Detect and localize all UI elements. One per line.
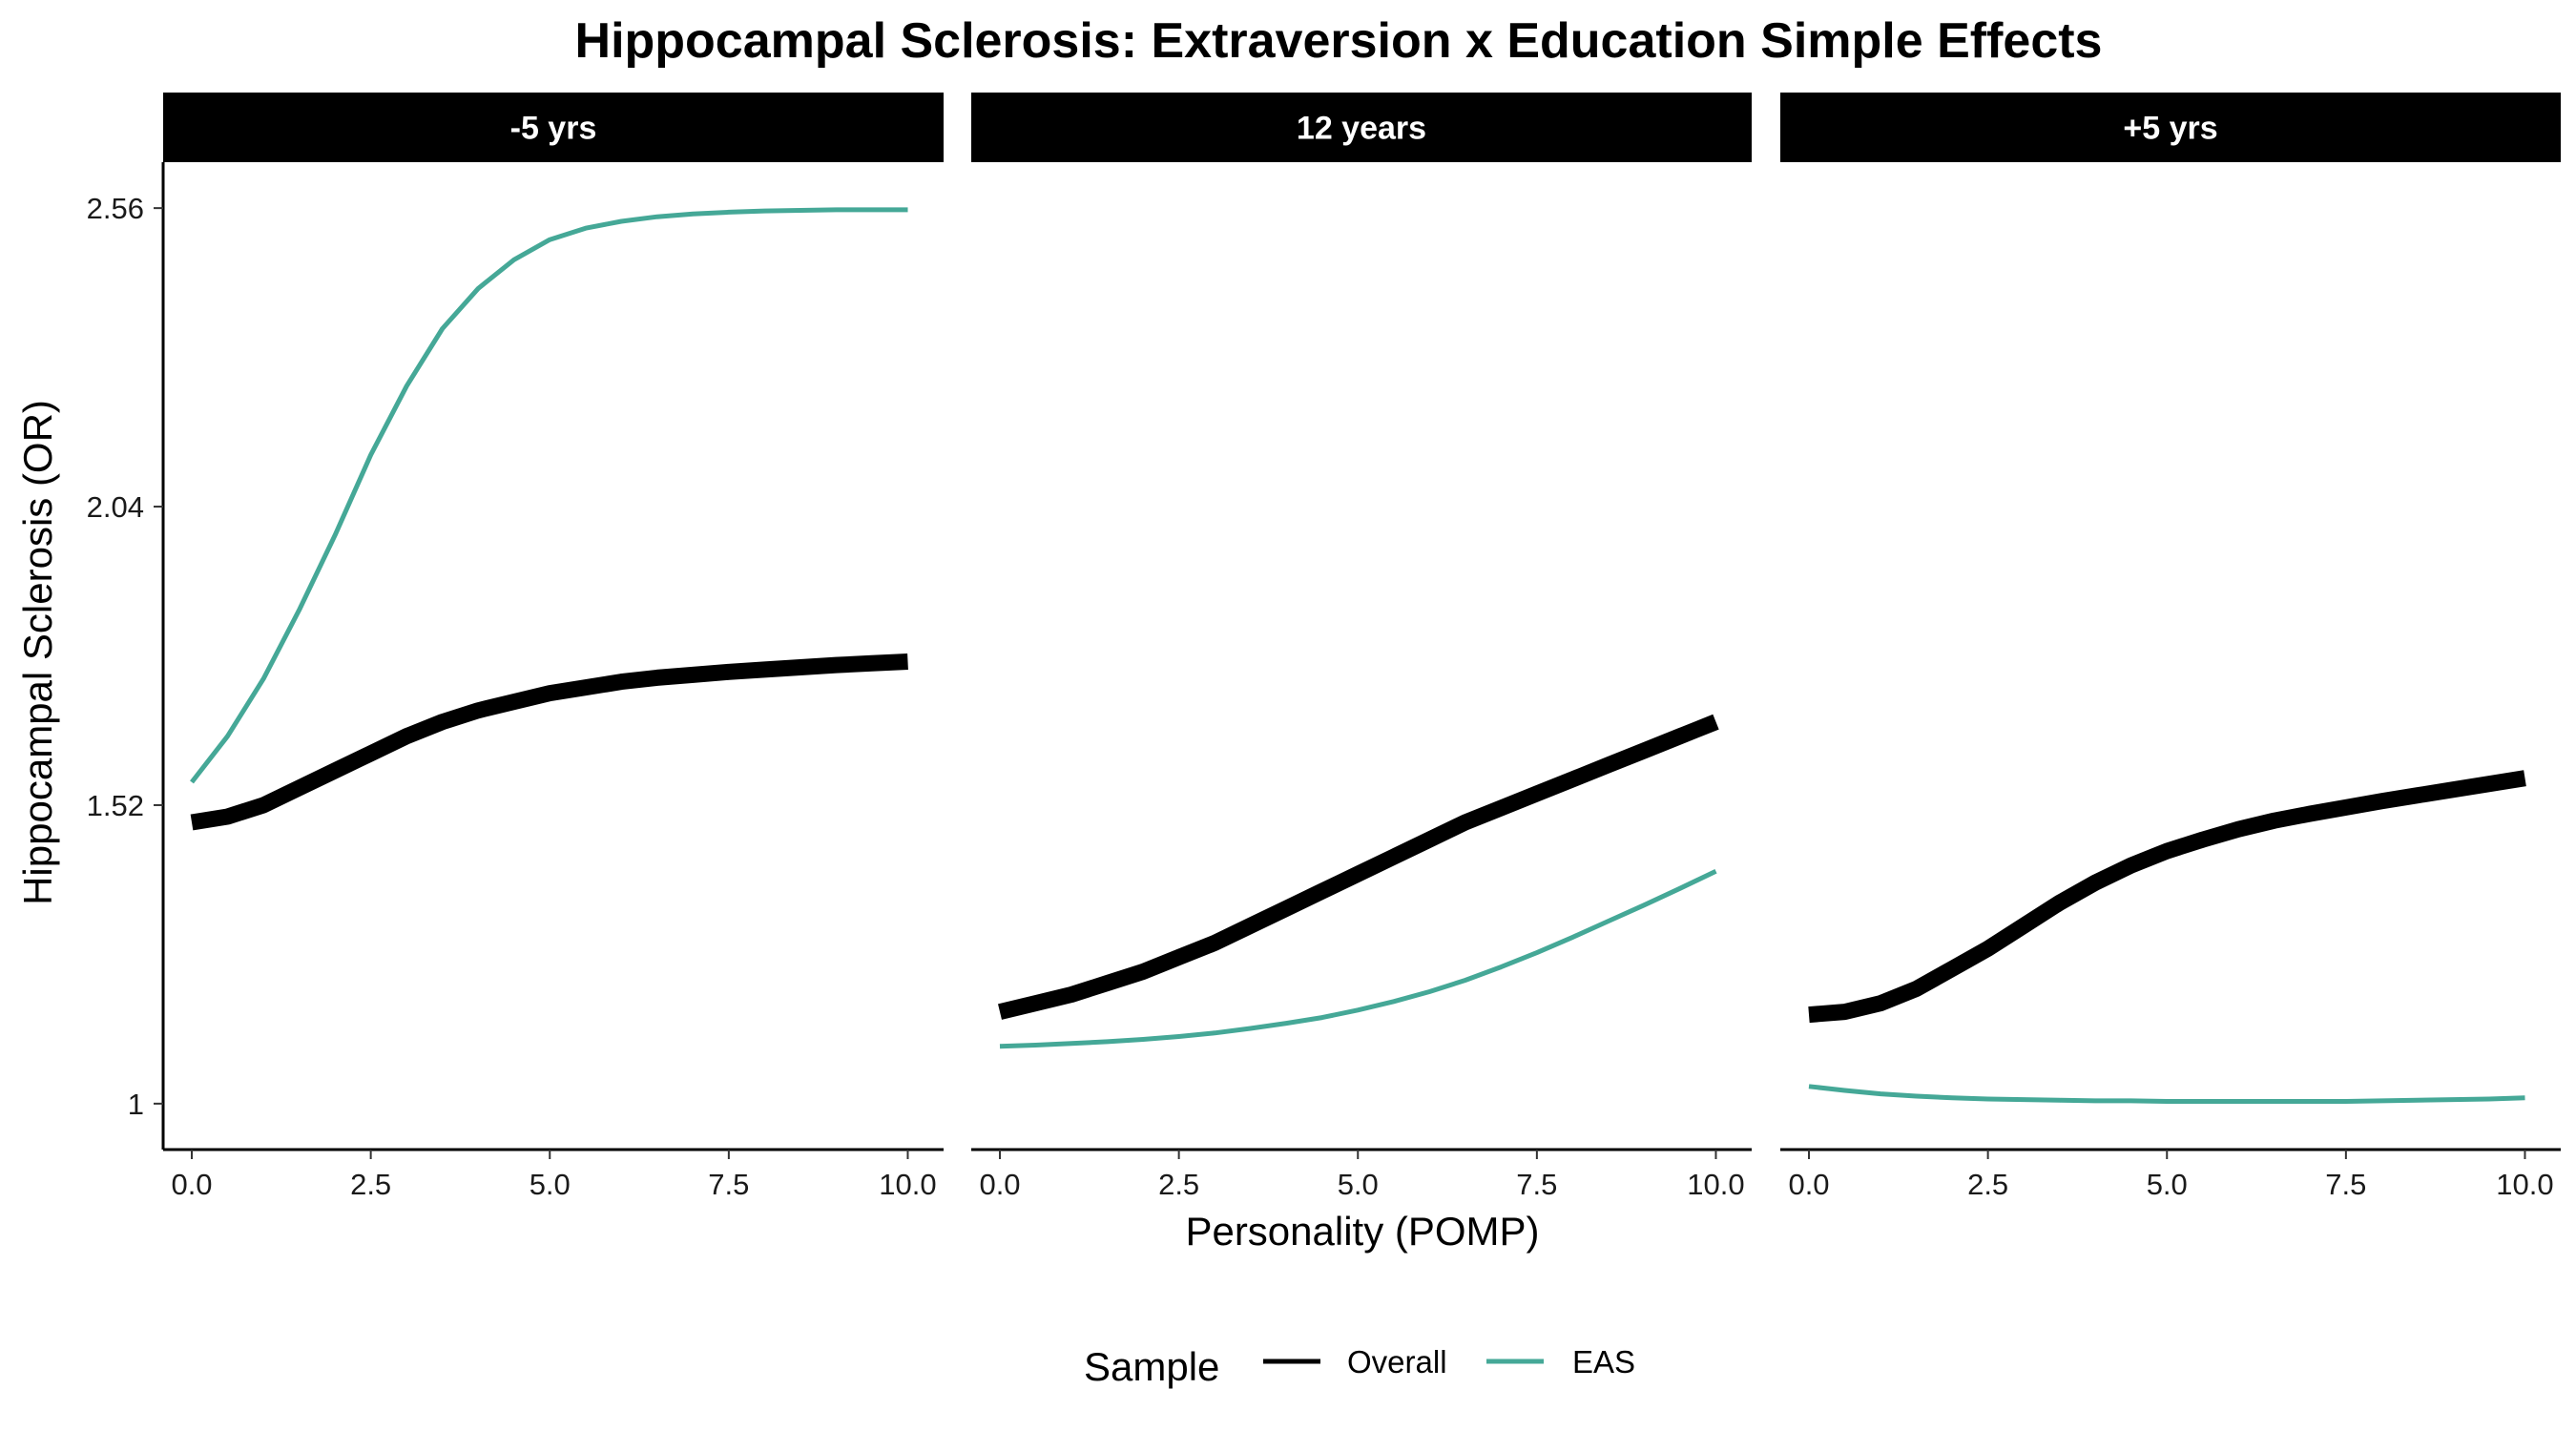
legend-label-eas: EAS <box>1572 1344 1635 1379</box>
panels: -5 yrs 0.0 2.5 5.0 7.5 10.0 1 1.52 2.04 2.56 12 ye… <box>87 93 2561 1201</box>
y-tick-label: 1.52 <box>87 789 144 822</box>
x-tick-label: 2.5 <box>350 1168 391 1201</box>
panel-0: -5 yrs 0.0 2.5 5.0 7.5 10.0 1 1.52 2.04 2.56 <box>87 93 944 1201</box>
chart-title: Hippocampal Sclerosis: Extraversion x Ed… <box>575 13 2103 69</box>
legend-title: Sample <box>1084 1344 1219 1389</box>
series-line-overall <box>1808 770 2526 1024</box>
x-tick-label: 10.0 <box>1687 1168 1744 1201</box>
x-tick-label: 7.5 <box>2325 1168 2366 1201</box>
y-tick-label: 2.04 <box>87 490 144 524</box>
facet-strip <box>163 93 944 162</box>
series-line-overall <box>998 714 1719 1020</box>
panel-2: +5 yrs 0.0 2.5 5.0 7.5 10.0 <box>1780 93 2561 1201</box>
legend-label-overall: Overall <box>1347 1344 1447 1379</box>
facet-strip-label: -5 yrs <box>510 111 597 147</box>
facet-strip-label: 12 years <box>1297 111 1426 147</box>
x-tick-label: 7.5 <box>1516 1168 1557 1201</box>
series-line-overall <box>190 653 908 831</box>
x-tick-label: 2.5 <box>1967 1168 2008 1201</box>
panel-1: 12 years 0.0 2.5 5.0 7.5 10.0 <box>971 93 1752 1201</box>
x-tick-label: 0.0 <box>171 1168 212 1201</box>
x-tick-label: 5.0 <box>2147 1168 2188 1201</box>
series-line-eas <box>999 868 1717 1049</box>
x-axis-title: Personality (POMP) <box>1185 1209 1539 1254</box>
facet-strip-label: +5 yrs <box>2123 111 2217 147</box>
y-tick-label: 2.56 <box>87 192 144 225</box>
x-tick-label: 10.0 <box>879 1168 936 1201</box>
x-tick-label: 2.5 <box>1158 1168 1199 1201</box>
y-tick-label: 1 <box>128 1088 144 1121</box>
legend: Sample Overall EAS <box>1084 1344 1635 1389</box>
facet-strip <box>971 93 1752 162</box>
series-line-eas <box>1808 1084 2525 1104</box>
x-tick-label: 10.0 <box>2496 1168 2553 1201</box>
x-tick-label: 0.0 <box>979 1168 1020 1201</box>
y-axis-title: Hippocampal Sclerosis (OR) <box>15 400 60 905</box>
x-tick-label: 5.0 <box>1338 1168 1379 1201</box>
series-line-eas <box>190 207 908 784</box>
x-tick-label: 7.5 <box>708 1168 749 1201</box>
x-tick-label: 0.0 <box>1788 1168 1829 1201</box>
x-tick-label: 5.0 <box>530 1168 571 1201</box>
facet-strip <box>1780 93 2561 162</box>
